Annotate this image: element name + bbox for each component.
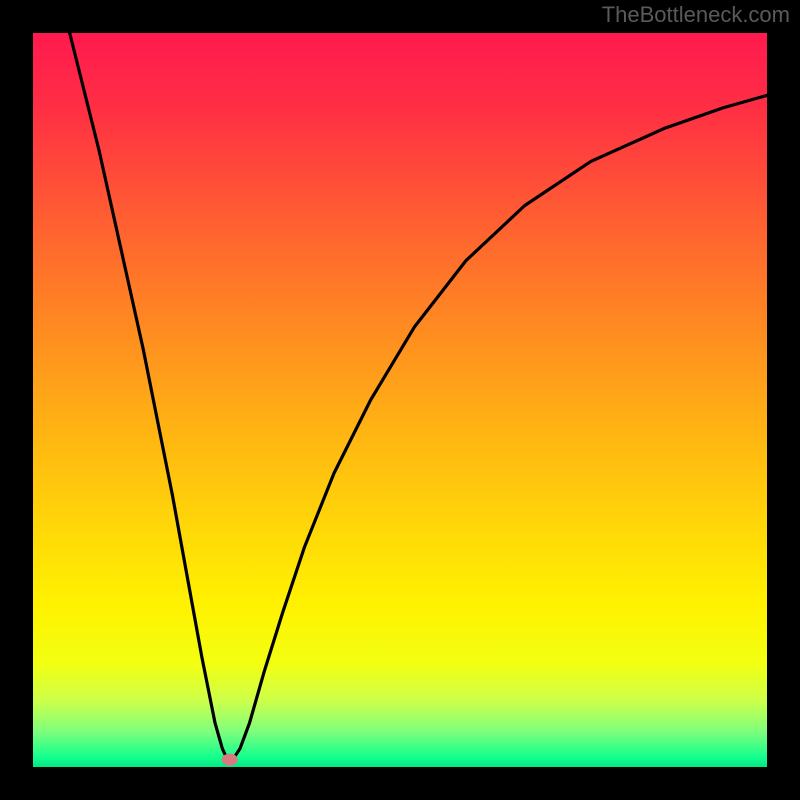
minimum-marker [222,754,238,766]
watermark-text: TheBottleneck.com [602,2,790,28]
chart-svg [33,33,767,767]
plot-area [33,33,767,767]
chart-container: TheBottleneck.com [0,0,800,800]
gradient-background [33,33,767,767]
